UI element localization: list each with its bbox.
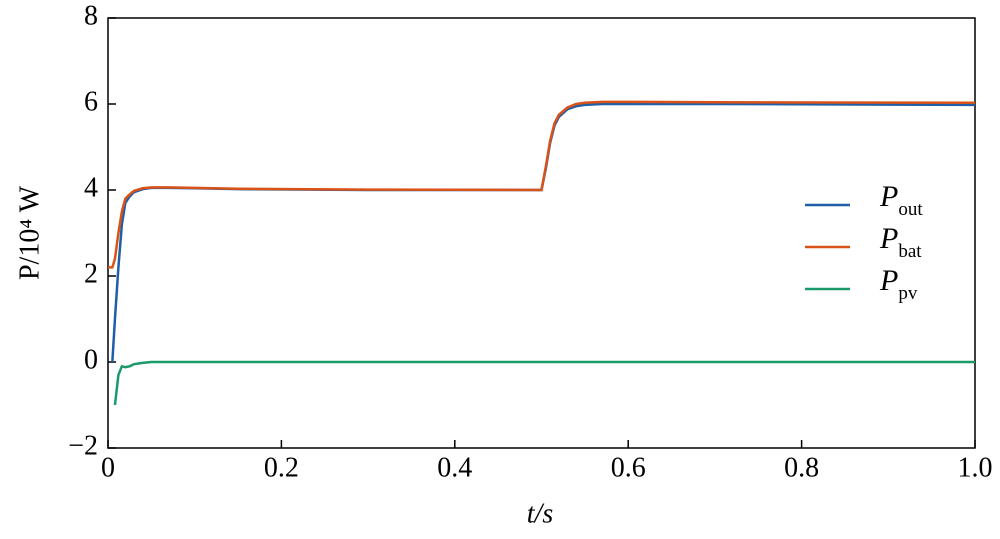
x-tick-label: 0.6: [611, 452, 646, 483]
legend-label: Ppv: [879, 264, 918, 304]
series-line: [113, 360, 975, 406]
y-tick-label: 0: [84, 344, 98, 375]
y-tick-label: −2: [68, 430, 98, 461]
y-tick-label: 4: [84, 172, 98, 203]
x-tick-label: 0: [101, 452, 115, 483]
series-line: [108, 100, 976, 269]
x-axis-label: t/s: [527, 498, 554, 529]
x-tick-label: 0.8: [784, 452, 819, 483]
y-tick-label: 8: [84, 0, 98, 31]
x-tick-label: 0.2: [264, 452, 299, 483]
x-tick-label: 0.4: [437, 452, 472, 483]
series-line: [111, 102, 976, 363]
x-tick-label: 1.0: [958, 452, 993, 483]
y-axis-label: P/10⁴ W: [14, 185, 45, 280]
y-tick-label: 2: [84, 258, 98, 289]
legend-label: Pout: [879, 180, 923, 220]
y-tick-label: 6: [84, 86, 98, 117]
plot-frame: [107, 17, 976, 449]
legend-label: Pbat: [879, 222, 922, 262]
